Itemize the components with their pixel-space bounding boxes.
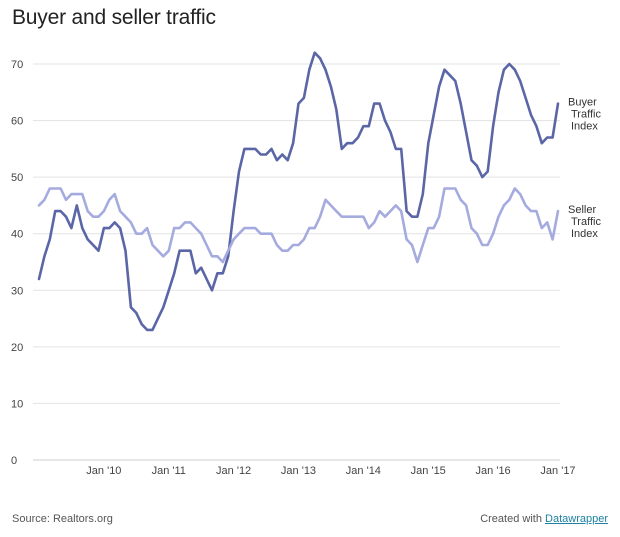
source-note: Source: Realtors.org xyxy=(12,513,113,525)
x-tick-2016-01: Jan '16 xyxy=(476,465,511,477)
series-label-seller: Seller Traffic Index xyxy=(568,204,601,240)
x-tick-2017-01: Jan '17 xyxy=(540,465,575,477)
series-label-line: Buyer xyxy=(568,97,597,109)
series-line-seller xyxy=(37,187,560,264)
series-lines xyxy=(37,51,560,332)
series-label-line: Index xyxy=(571,228,598,240)
series-label-line: Index xyxy=(571,121,598,133)
y-tick-20: 20 xyxy=(11,342,23,354)
series-label-line: Traffic xyxy=(571,216,601,228)
y-tick-30: 30 xyxy=(11,285,23,297)
x-tick-2013-01: Jan '13 xyxy=(281,465,316,477)
y-tick-60: 60 xyxy=(11,116,23,128)
x-tick-2011-01: Jan '11 xyxy=(152,465,186,477)
y-tick-50: 50 xyxy=(11,172,23,184)
y-tick-10: 10 xyxy=(11,398,23,410)
y-tick-40: 40 xyxy=(11,229,23,241)
grid-lines xyxy=(33,63,560,461)
chart-title: Buyer and seller traffic xyxy=(12,6,216,29)
x-tick-labels: Jan '10 Jan '11 Jan '12 Jan '13 Jan '14 Jan '… xyxy=(86,465,575,477)
credit-note: Created with Datawrapper xyxy=(480,513,608,525)
x-tick-2012-01: Jan '12 xyxy=(216,465,251,477)
y-tick-0: 0 xyxy=(11,455,17,467)
series-line-buyer xyxy=(37,51,560,332)
x-tick-2014-01: Jan '14 xyxy=(346,465,381,477)
datawrapper-link[interactable]: Datawrapper xyxy=(545,513,608,525)
y-tick-70: 70 xyxy=(11,59,23,71)
y-tick-labels: 0 10 20 30 40 50 60 70 xyxy=(11,59,23,467)
x-tick-2010-01: Jan '10 xyxy=(86,465,121,477)
series-label-buyer: Buyer Traffic Index xyxy=(568,97,601,133)
series-label-line: Seller xyxy=(568,204,596,216)
x-tick-2015-01: Jan '15 xyxy=(411,465,446,477)
series-label-line: Traffic xyxy=(571,109,601,121)
credit-prefix: Created with xyxy=(480,513,542,525)
